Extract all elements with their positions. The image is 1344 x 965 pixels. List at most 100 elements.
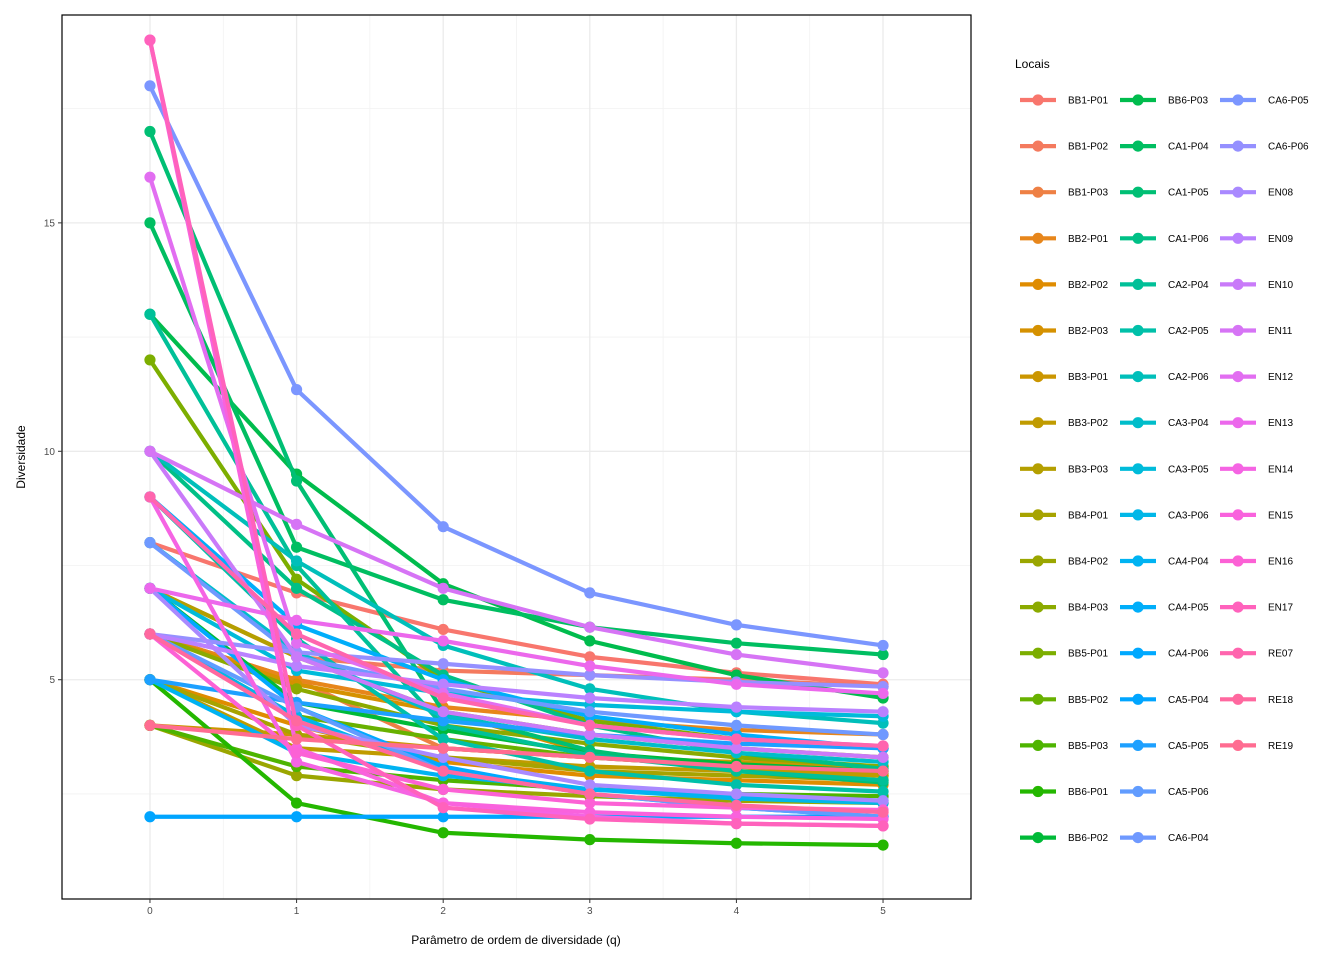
data-point [877, 648, 889, 661]
data-point [877, 667, 889, 679]
legend-label: EN17 [1268, 603, 1293, 614]
data-point [290, 475, 303, 487]
legend-item-CA2-P05: CA2-P05 [1120, 324, 1209, 337]
data-point [144, 217, 156, 229]
data-point [290, 573, 303, 585]
legend-key-point [1132, 555, 1144, 567]
data-point [290, 756, 303, 768]
legend-key-point [1032, 324, 1044, 337]
series-line [148, 313, 884, 783]
legend-label: CA6-P06 [1268, 142, 1309, 153]
legend-key-point [1032, 278, 1044, 290]
y-tick-label: 15 [44, 218, 56, 229]
legend-item-CA5-P06: CA5-P06 [1120, 785, 1209, 798]
legend-key-point [1132, 785, 1144, 798]
legend-label: BB2-P02 [1068, 280, 1108, 291]
y-axis-ticks: 5 10 15 [44, 218, 62, 686]
legend-key-point [1232, 463, 1244, 475]
legend-item-CA6-P06: CA6-P06 [1220, 140, 1309, 153]
data-point [730, 760, 743, 773]
x-tick-label: 5 [880, 906, 886, 917]
legend-key-point [1132, 693, 1144, 705]
legend-label: BB6-P02 [1068, 833, 1108, 844]
data-point [730, 837, 743, 849]
legend-item-EN15: EN15 [1220, 509, 1293, 521]
data-point [437, 751, 449, 763]
legend: Locais BB1-P01 BB1-P02 BB1-P03 BB2-P01 BB2-P… [1015, 57, 1309, 844]
legend-label: BB1-P03 [1068, 188, 1108, 199]
legend-item-EN17: EN17 [1220, 601, 1293, 614]
legend-key-point [1232, 509, 1244, 521]
series-line [147, 39, 884, 822]
data-point [730, 733, 743, 745]
legend-item-CA3-P05: CA3-P05 [1120, 463, 1209, 475]
data-point [144, 308, 156, 320]
legend-label: BB3-P02 [1068, 418, 1108, 429]
legend-label: EN09 [1268, 234, 1293, 245]
data-point [437, 706, 449, 718]
legend-key-point [1232, 94, 1244, 106]
x-tick-label: 3 [587, 906, 593, 917]
x-axis-title: Parâmetro de ordem de diversidade (q) [411, 933, 620, 947]
legend-item-BB6-P01: BB6-P01 [1020, 785, 1108, 798]
legend-label: BB5-P02 [1068, 695, 1108, 706]
legend-key-point [1232, 647, 1244, 659]
legend-key-point [1032, 509, 1044, 521]
data-point [144, 628, 156, 640]
series-RE19 [144, 719, 889, 777]
legend-item-CA4-P05: CA4-P05 [1120, 601, 1209, 614]
data-point [437, 827, 449, 839]
legend-item-BB4-P02: BB4-P02 [1020, 555, 1108, 568]
legend-label: CA4-P05 [1168, 603, 1209, 614]
legend-key-point [1232, 371, 1244, 383]
data-point [144, 491, 156, 503]
legend-key-point [1232, 232, 1244, 244]
y-tick-label: 5 [49, 675, 55, 686]
legend-label: BB3-P03 [1068, 464, 1108, 475]
data-point [584, 728, 596, 741]
legend-label: CA3-P06 [1168, 510, 1209, 521]
legend-item-BB2-P03: BB2-P03 [1020, 324, 1108, 337]
data-point [584, 683, 596, 695]
legend-key-point [1132, 278, 1144, 290]
data-point [437, 802, 449, 814]
legend-item-BB1-P03: BB1-P03 [1020, 186, 1108, 199]
data-point [290, 614, 303, 626]
legend-label: CA6-P04 [1168, 833, 1209, 844]
data-point [144, 34, 156, 46]
data-point [144, 125, 156, 138]
legend-label: EN10 [1268, 280, 1293, 291]
legend-label: CA3-P04 [1168, 418, 1209, 429]
x-axis-ticks: 0 1 2 3 4 5 [147, 899, 886, 917]
data-point [437, 765, 449, 777]
legend-key-point [1132, 601, 1144, 613]
legend-label: CA5-P06 [1168, 787, 1209, 798]
legend-item-CA1-P04: CA1-P04 [1120, 140, 1209, 153]
legend-item-EN14: EN14 [1220, 463, 1293, 475]
legend-item-CA5-P04: CA5-P04 [1120, 693, 1209, 706]
series-line [149, 631, 884, 689]
legend-label: BB2-P03 [1068, 326, 1108, 337]
data-point [437, 594, 449, 606]
data-point [290, 683, 303, 695]
legend-item-BB1-P01: BB1-P01 [1020, 94, 1108, 107]
legend-item-CA1-P05: CA1-P05 [1120, 186, 1209, 199]
legend-key-point [1132, 324, 1144, 337]
legend-label: BB2-P01 [1068, 234, 1108, 245]
legend-item-EN10: EN10 [1220, 278, 1293, 291]
legend-label: CA1-P06 [1168, 234, 1209, 245]
series-line [148, 222, 884, 657]
data-point [730, 701, 743, 713]
legend-key-point [1032, 232, 1044, 244]
data-point [877, 728, 889, 741]
legend-item-CA6-P04: CA6-P04 [1120, 832, 1209, 844]
legend-label: CA5-P04 [1168, 695, 1209, 706]
series-line [148, 586, 884, 803]
series-line [149, 632, 884, 737]
legend-key-point [1132, 232, 1144, 244]
legend-key-point [1032, 832, 1044, 844]
data-point [144, 537, 156, 549]
data-point [584, 751, 596, 763]
legend-label: BB5-P01 [1068, 649, 1108, 660]
data-point [584, 587, 596, 599]
